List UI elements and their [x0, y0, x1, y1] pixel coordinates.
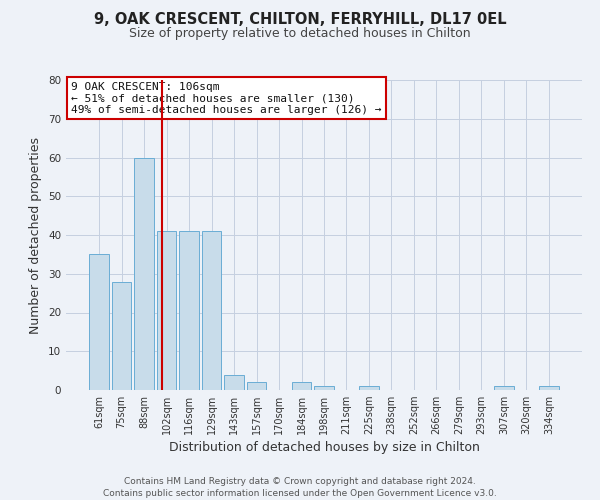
Text: Contains HM Land Registry data © Crown copyright and database right 2024.: Contains HM Land Registry data © Crown c…: [124, 478, 476, 486]
Text: Contains public sector information licensed under the Open Government Licence v3: Contains public sector information licen…: [103, 489, 497, 498]
Y-axis label: Number of detached properties: Number of detached properties: [29, 136, 43, 334]
Bar: [157, 231, 176, 390]
X-axis label: Distribution of detached houses by size in Chilton: Distribution of detached houses by size …: [169, 442, 479, 454]
Text: Size of property relative to detached houses in Chilton: Size of property relative to detached ho…: [129, 28, 471, 40]
Bar: [314, 386, 334, 390]
Bar: [224, 374, 244, 390]
Bar: [539, 386, 559, 390]
Bar: [359, 386, 379, 390]
Bar: [112, 282, 131, 390]
Bar: [292, 382, 311, 390]
Bar: [247, 382, 266, 390]
Bar: [494, 386, 514, 390]
Bar: [202, 231, 221, 390]
Text: 9, OAK CRESCENT, CHILTON, FERRYHILL, DL17 0EL: 9, OAK CRESCENT, CHILTON, FERRYHILL, DL1…: [94, 12, 506, 28]
Bar: [134, 158, 154, 390]
Text: 9 OAK CRESCENT: 106sqm
← 51% of detached houses are smaller (130)
49% of semi-de: 9 OAK CRESCENT: 106sqm ← 51% of detached…: [71, 82, 382, 115]
Bar: [179, 231, 199, 390]
Bar: [89, 254, 109, 390]
